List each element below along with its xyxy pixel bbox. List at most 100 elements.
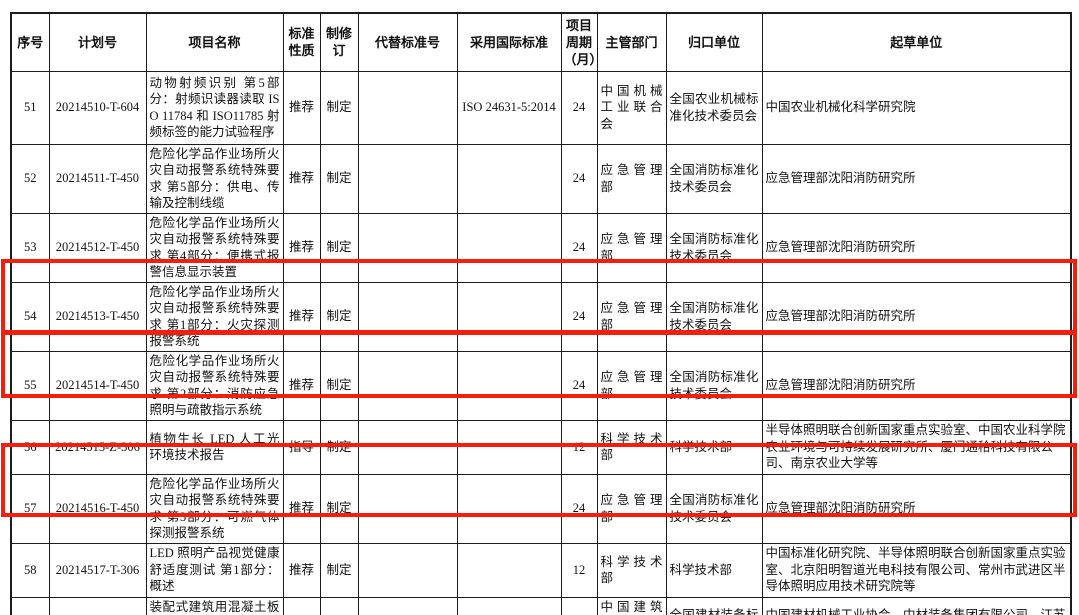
cell-drafting-unit: 应急管理部沈阳消防研究所	[761, 143, 1072, 214]
table-row: 55 20214514-T-450 危险化学品作业场所火灾自动报警系统特殊要求 第2…	[10, 350, 1072, 421]
cell-centralized-unit: 全国消防标准化技术委员会	[665, 143, 763, 214]
cell-project-name: 植物生长 LED 人工光环境技术报告	[145, 419, 284, 475]
cell-intl-standard	[456, 419, 562, 475]
column-header-cycle: 项目周期（月）	[560, 12, 598, 72]
cell-centralized-unit: 全国建材装备标准化技术委员会	[665, 596, 763, 615]
cell-drafting-unit: 半导体照明联合创新国家重点实验室、中国农业科学院农业环境与可持续发展研究所、厦门…	[761, 419, 1072, 475]
cell-drafting-unit: 应急管理部沈阳消防研究所	[761, 350, 1072, 421]
cell-cycle: 12	[560, 419, 598, 475]
cell-project-name: 危险化学品作业场所火灾自动报警系统特殊要求 第3部分：可燃气体探测报警系统	[145, 473, 284, 544]
cell-centralized-unit: 全国消防标准化技术委员会	[665, 281, 763, 352]
cell-dept: 应急管理部	[596, 473, 667, 544]
cell-intl-standard	[456, 212, 562, 283]
cell-nature: 推荐	[282, 281, 321, 352]
cell-index: 51	[10, 70, 50, 145]
cell-centralized-unit: 全国农业机械标准化技术委员会	[665, 70, 763, 145]
cell-nature: 推荐	[282, 542, 321, 598]
cell-replaced-no	[357, 350, 458, 421]
cell-drafting-unit: 应急管理部沈阳消防研究所	[761, 281, 1072, 352]
column-header-project-name: 项目名称	[145, 12, 284, 72]
cell-replaced-no	[357, 143, 458, 214]
cell-replaced-no	[357, 419, 458, 475]
cell-centralized-unit: 全国消防标准化技术委员会	[665, 473, 763, 544]
cell-centralized-unit: 科学技术部	[665, 542, 763, 598]
table-body: 51 20214510-T-604 动物射频识别 第5部分：射频识读器读取 ISO …	[10, 70, 1072, 615]
table-row: 56 20214515-Z-306 植物生长 LED 人工光环境技术报告 指导 制定 12…	[10, 419, 1072, 475]
cell-cycle: 24	[560, 281, 598, 352]
cell-intl-standard	[456, 542, 562, 598]
cell-cycle: 24	[560, 70, 598, 145]
cell-revision: 制定	[319, 350, 359, 421]
cell-centralized-unit: 科学技术部	[665, 419, 763, 475]
cell-project-name: 危险化学品作业场所火灾自动报警系统特殊要求 第1部分：火灾探测报警系统	[145, 281, 284, 352]
cell-nature: 指导	[282, 419, 321, 475]
column-header-intl-standard: 采用国际标准	[456, 12, 562, 72]
cell-plan-no: 20214510-T-604	[48, 70, 147, 145]
cell-revision: 制定	[319, 419, 359, 475]
column-header-revision: 制修订	[319, 12, 359, 72]
cell-cycle: 24	[560, 143, 598, 214]
cell-replaced-no	[357, 212, 458, 283]
cell-index: 56	[10, 419, 50, 475]
cell-drafting-unit: 中国建材机械工业协会、中材装备集团有限公司、江苏汤辰机械设备有限公司、山东天意机…	[761, 596, 1072, 615]
cell-index: 53	[10, 212, 50, 283]
cell-project-name: 装配式建筑用混凝土板材生产成套装备技术要求	[145, 596, 284, 615]
cell-intl-standard	[456, 350, 562, 421]
cell-plan-no: 20214516-T-450	[48, 473, 147, 544]
cell-intl-standard: ISO 24631-5:2014	[456, 70, 562, 145]
cell-project-name: 危险化学品作业场所火灾自动报警系统特殊要求 第2部分：消防应急照明与疏散指示系统	[145, 350, 284, 421]
cell-revision: 制定	[319, 70, 359, 145]
cell-plan-no: 20214518-T-609	[48, 596, 147, 615]
cell-cycle: 24	[560, 212, 598, 283]
cell-cycle: 24	[560, 350, 598, 421]
cell-revision: 制定	[319, 596, 359, 615]
cell-dept: 科学技术部	[596, 419, 667, 475]
cell-intl-standard	[456, 281, 562, 352]
cell-drafting-unit: 应急管理部沈阳消防研究所	[761, 212, 1072, 283]
cell-nature: 推荐	[282, 212, 321, 283]
cell-plan-no: 20214517-T-306	[48, 542, 147, 598]
cell-plan-no: 20214514-T-450	[48, 350, 147, 421]
cell-dept: 应急管理部	[596, 212, 667, 283]
cell-dept: 科学技术部	[596, 542, 667, 598]
table-row: 51 20214510-T-604 动物射频识别 第5部分：射频识读器读取 ISO …	[10, 70, 1072, 145]
cell-nature: 推荐	[282, 70, 321, 145]
cell-replaced-no	[357, 542, 458, 598]
cell-dept: 中国建筑材料联合会	[596, 596, 667, 615]
cell-revision: 制定	[319, 281, 359, 352]
cell-cycle: 12	[560, 542, 598, 598]
cell-nature: 推荐	[282, 350, 321, 421]
cell-plan-no: 20214515-Z-306	[48, 419, 147, 475]
cell-project-name: 危险化学品作业场所火灾自动报警系统特殊要求 第5部分：供电、传输及控制线缆	[145, 143, 284, 214]
cell-nature: 推荐	[282, 143, 321, 214]
column-header-replaced-no: 代替标准号	[357, 12, 458, 72]
table-row: 54 20214513-T-450 危险化学品作业场所火灾自动报警系统特殊要求 第1…	[10, 281, 1072, 352]
standards-plan-table: 序号 计划号 项目名称 标准性质 制修订 代替标准号 采用国际标准 项目周期（月…	[10, 12, 1072, 615]
cell-replaced-no	[357, 596, 458, 615]
table-row: 5920214518-T-609装配式建筑用混凝土板材生产成套装备技术要求推荐制…	[10, 596, 1072, 615]
column-header-plan-no: 计划号	[48, 12, 147, 72]
cell-dept: 中国机械工业联合会	[596, 70, 667, 145]
cell-index: 59	[10, 596, 50, 615]
cell-index: 54	[10, 281, 50, 352]
cell-cycle: 24	[560, 473, 598, 544]
cell-revision: 制定	[319, 473, 359, 544]
table-header: 序号 计划号 项目名称 标准性质 制修订 代替标准号 采用国际标准 项目周期（月…	[10, 12, 1072, 72]
cell-drafting-unit: 中国标准化研究院、半导体照明联合创新国家重点实验室、北京阳明智道光电科技有限公司…	[761, 542, 1072, 598]
cell-index: 57	[10, 473, 50, 544]
cell-revision: 制定	[319, 143, 359, 214]
cell-replaced-no	[357, 473, 458, 544]
cell-revision: 制定	[319, 542, 359, 598]
cell-intl-standard	[456, 473, 562, 544]
cell-index: 55	[10, 350, 50, 421]
column-header-index: 序号	[10, 12, 50, 72]
cell-drafting-unit: 中国农业机械化科学研究院	[761, 70, 1072, 145]
cell-plan-no: 20214512-T-450	[48, 212, 147, 283]
cell-nature: 推荐	[282, 473, 321, 544]
cell-intl-standard	[456, 596, 562, 615]
cell-index: 52	[10, 143, 50, 214]
cell-project-name: 动物射频识别 第5部分：射频识读器读取 ISO 11784 和 ISO11785…	[145, 70, 284, 145]
cell-replaced-no	[357, 70, 458, 145]
cell-index: 58	[10, 542, 50, 598]
cell-dept: 应急管理部	[596, 281, 667, 352]
